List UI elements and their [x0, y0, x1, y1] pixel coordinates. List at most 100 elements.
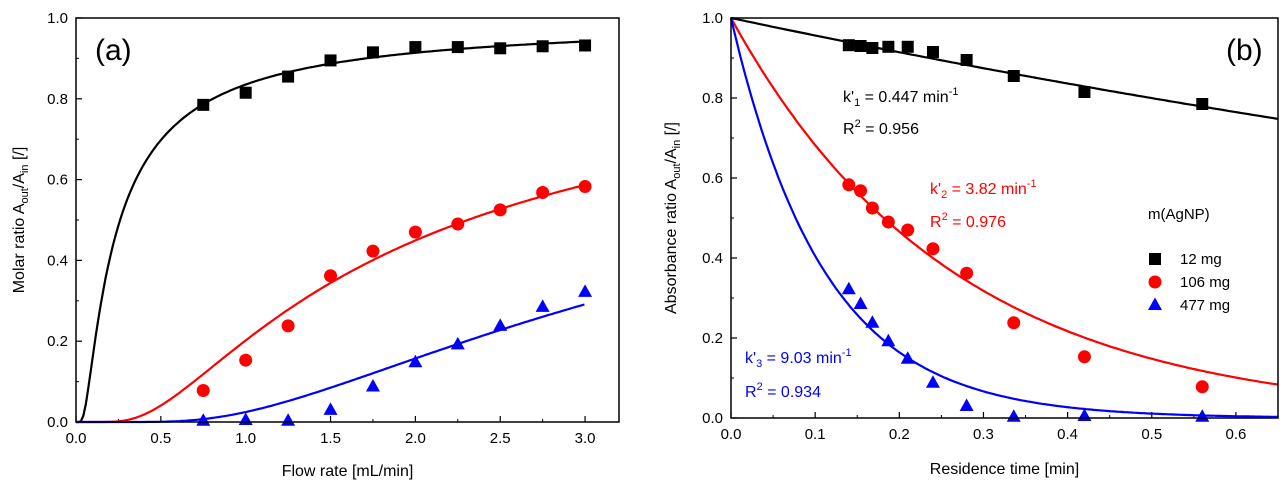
data-point-12-mg [1007, 70, 1020, 82]
data-point-477-mg [493, 318, 508, 331]
r-squared-symbol: R [745, 384, 757, 401]
panel-a-y-axis-label: Molar ratio Aout/Ain [/] [11, 147, 31, 294]
panel-b-fit-curves [729, 16, 1279, 418]
rate-constant-unit-exponent: -1 [949, 86, 959, 98]
data-point-12-mg [409, 41, 422, 54]
panel-a-x-axis-label: Flow rate [mL/min] [282, 463, 414, 480]
x-tick-label: 1.0 [235, 430, 256, 447]
panel-b-frame [730, 17, 1279, 419]
data-point-12-mg [854, 40, 867, 52]
panel-b-y-axis-label-tail: [/] [663, 122, 680, 140]
rate-constant-label: k'1 = 0.447 min-1 [843, 86, 958, 109]
data-point-106-mg [960, 266, 974, 280]
rate-constant-unit-exponent: -1 [842, 347, 852, 359]
r-squared-value: = 0.934 [763, 384, 821, 401]
x-tick-label: 0.0 [721, 426, 742, 443]
x-tick-label: 0.5 [150, 430, 171, 447]
data-point-12-mg [866, 42, 879, 54]
panel-a: 0.0 0.5 1.0 1.5 2.0 2.5 3.00.00.20.40.60.81.0 … [11, 10, 620, 480]
panel-a-y-axis-label-sub1: out [19, 188, 31, 203]
y-tick-label: 0.0 [702, 410, 723, 427]
data-point-12-mg [901, 40, 914, 53]
data-point-12-mg [579, 39, 592, 52]
x-tick-label: 0.3 [973, 426, 994, 443]
rate-constant-label: k'3 = 9.03 min-1 [745, 347, 852, 370]
data-point-106-mg [239, 353, 253, 367]
fit-curve-12-mg [730, 16, 1279, 120]
panel-b-y-axis-label-sub2: in [671, 140, 683, 149]
rate-constant-subscript: 3 [756, 358, 762, 370]
panel-a-points [196, 39, 593, 426]
y-tick-label: 0.6 [702, 170, 723, 187]
panel-a-y-axis-label-tail: [/] [11, 147, 28, 165]
data-point-106-mg [324, 269, 338, 283]
data-point-106-mg [366, 244, 380, 258]
rate-constant-unit-exponent: -1 [1027, 178, 1037, 190]
data-point-106-mg [842, 178, 856, 192]
panel-b-y-axis-label: Absorbance ratio Aout/Ain [/] [663, 122, 683, 314]
data-point-477-mg [365, 378, 380, 392]
legend-title: m(AgNP) [1148, 206, 1210, 223]
data-point-477-mg [578, 284, 593, 297]
data-point-477-mg [900, 351, 915, 364]
data-point-12-mg [926, 46, 939, 58]
x-tick-label: 0.2 [889, 426, 910, 443]
panel-a-fit-curves [76, 40, 585, 424]
legend-marker-106-mg [1148, 275, 1162, 289]
y-tick-label: 0.8 [47, 91, 68, 108]
y-tick-label: 0.2 [47, 333, 68, 350]
x-tick-label: 1.5 [320, 430, 341, 447]
data-point-106-mg [1077, 350, 1091, 364]
data-point-106-mg [578, 179, 592, 193]
panel-b-x-axis-label: Residence time [min] [930, 461, 1079, 478]
data-point-12-mg [451, 41, 464, 54]
r-squared-value: = 0.956 [861, 121, 919, 138]
r-squared-symbol: R [843, 121, 855, 138]
data-point-477-mg [323, 402, 338, 415]
data-point-106-mg [451, 217, 465, 231]
panel-b-ticks: 0.0 0.1 0.2 0.3 0.4 0.5 0.6 0.0 0.2 0.4 0.6 0.8 1.0 [702, 10, 1246, 443]
rate-constant-value: = 0.447 min [860, 89, 949, 106]
y-tick-label: 0.4 [47, 252, 68, 269]
data-point-477-mg [1006, 409, 1021, 422]
x-tick-label: 0.6 [1225, 426, 1246, 443]
data-point-106-mg [865, 201, 879, 215]
rate-constant-symbol: k' [745, 350, 756, 367]
data-point-12-mg [1078, 86, 1091, 98]
r-squared-exponent: 2 [942, 211, 948, 223]
data-point-12-mg [324, 54, 337, 67]
legend-marker-12-mg [1149, 253, 1161, 265]
x-tick-label: 2.0 [405, 430, 426, 447]
y-tick-label: 0.8 [702, 90, 723, 107]
panel-a-y-axis-label-mid: /A [11, 173, 28, 188]
data-point-106-mg [536, 186, 550, 200]
data-point-12-mg [960, 54, 973, 66]
data-point-106-mg [493, 203, 507, 217]
data-point-12-mg [494, 42, 507, 55]
data-point-12-mg [1196, 98, 1209, 110]
data-point-477-mg [408, 354, 423, 368]
data-point-106-mg [281, 319, 295, 333]
r-squared-symbol: R [930, 214, 942, 231]
data-point-106-mg [881, 215, 895, 229]
data-point-477-mg [535, 299, 550, 312]
panel-b-label: (b) [1226, 34, 1263, 67]
legend-marker-477-mg [1148, 297, 1162, 310]
y-tick-label: 1.0 [702, 10, 723, 27]
y-tick-label: 0.2 [702, 330, 723, 347]
panel-b: 0.0 0.1 0.2 0.3 0.4 0.5 0.60.00.20.40.60.81.0 … [663, 10, 1279, 478]
rate-constant-value: = 3.82 min [947, 181, 1027, 198]
data-point-106-mg [926, 242, 940, 256]
panel-b-y-axis-label-mid: /A [663, 148, 680, 163]
x-tick-label: 0.1 [805, 426, 826, 443]
x-tick-label: 0.0 [66, 430, 87, 447]
rate-constant-symbol: k' [930, 181, 941, 198]
panel-a-ticks: 0.0 0.5 1.0 1.5 2.0 2.5 3.0 0.0 0.2 0.4 0.6 0.8 1.0 [47, 10, 595, 447]
x-tick-label: 0.5 [1141, 426, 1162, 443]
y-tick-label: 0.4 [702, 250, 723, 267]
data-point-106-mg [854, 184, 868, 198]
data-point-106-mg [196, 383, 210, 397]
data-point-12-mg [366, 46, 379, 59]
fit-curve-106-mg [76, 184, 585, 424]
